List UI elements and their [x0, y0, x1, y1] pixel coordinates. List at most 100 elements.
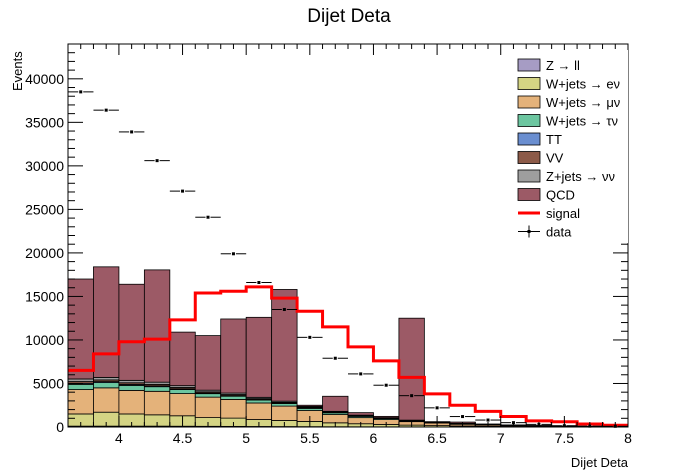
- legend-swatch: [517, 114, 541, 127]
- x-axis-label: Dijet Deta: [571, 455, 629, 470]
- data-point: [271, 307, 298, 311]
- y-tick-label: 0: [56, 419, 64, 435]
- data-point: [398, 394, 425, 398]
- stack-bar: [118, 390, 145, 415]
- stack-bar: [398, 317, 425, 421]
- legend-label: W+jets → μν: [546, 95, 620, 110]
- legend-swatch: [517, 58, 541, 72]
- legend-label: data: [546, 225, 572, 240]
- data-point: [348, 372, 374, 376]
- signal-line: [68, 285, 628, 427]
- x-tick-label: 7: [497, 430, 505, 446]
- stack-bar: [143, 269, 171, 383]
- y-tick-label: 40000: [25, 71, 64, 87]
- stack-bar: [220, 318, 247, 394]
- stack-bar: [143, 390, 171, 416]
- legend-entry: data: [518, 225, 572, 240]
- stack-bar: [169, 331, 196, 387]
- stack-bar: [347, 412, 374, 416]
- stack-bar: [67, 278, 94, 380]
- stack-bar: [93, 382, 120, 389]
- stack-bar: [220, 395, 247, 400]
- y-tick-label: 25000: [25, 201, 64, 217]
- data-points: [68, 90, 628, 428]
- y-axis-label: Events: [10, 51, 25, 91]
- legend-swatch: [517, 132, 541, 146]
- y-tick-label: 5000: [33, 375, 64, 391]
- x-tick-label: 4.5: [173, 430, 193, 446]
- stack-bar: [373, 415, 400, 419]
- legend-label: W+jets → τν: [546, 114, 618, 129]
- x-tick-label: 6.5: [427, 430, 447, 446]
- legend-label: VV: [546, 151, 564, 166]
- data-point: [424, 406, 450, 410]
- stack-bar: [93, 387, 120, 413]
- stack-bar: [67, 383, 94, 390]
- stack-bar: [118, 283, 145, 381]
- data-point: [297, 335, 323, 339]
- data-point: [195, 215, 221, 219]
- x-tick-label: 5.5: [300, 430, 320, 446]
- stacked-histogram: [67, 266, 629, 428]
- data-point: [322, 356, 348, 360]
- stack-bar: [93, 266, 120, 378]
- legend-label: QCD: [546, 188, 575, 203]
- legend-swatch: [517, 77, 541, 90]
- data-point: [373, 383, 399, 387]
- stack-bar: [194, 335, 222, 391]
- stack-bar: [245, 316, 273, 398]
- legend: Z → ll W+jets → eν W+jets → μν W+jets → τν T…: [512, 50, 628, 243]
- legend-entry: Z+jets → νν: [517, 169, 615, 184]
- data-point: [68, 90, 94, 94]
- legend-label: Z → ll: [546, 58, 580, 73]
- stack-bar: [169, 393, 196, 417]
- legend-label: W+jets → eν: [546, 77, 620, 92]
- stack-bar: [245, 402, 273, 420]
- data-point: [475, 418, 501, 422]
- legend-label: TT: [546, 132, 562, 147]
- y-tick-label: 10000: [25, 332, 64, 348]
- data-point: [220, 252, 247, 256]
- x-tick-label: 7.5: [555, 430, 575, 446]
- legend-entry: W+jets → eν: [517, 77, 620, 92]
- legend-swatch: [517, 151, 541, 164]
- y-tick-label: 35000: [25, 114, 64, 130]
- legend-entry: W+jets → τν: [517, 114, 618, 129]
- stack-bar: [194, 396, 222, 418]
- data-point: [144, 159, 170, 163]
- data-point: [169, 189, 196, 193]
- stack-bar: [118, 384, 145, 391]
- legend-entry: TT: [517, 132, 562, 147]
- stack-bar: [245, 399, 273, 404]
- legend-label: signal: [546, 206, 580, 221]
- x-tick-label: 6: [370, 430, 378, 446]
- data-point: [246, 281, 272, 285]
- stack-bar: [220, 399, 247, 419]
- stack-bar: [271, 289, 298, 402]
- stack-bar: [322, 395, 349, 412]
- legend-swatch: [517, 169, 541, 183]
- stack-bar: [194, 393, 222, 398]
- y-tick-label: 30000: [25, 158, 64, 174]
- data-point: [449, 415, 476, 419]
- legend-entry: W+jets → μν: [517, 95, 620, 110]
- legend-swatch-marker: [527, 230, 531, 233]
- x-tick-label: 4: [115, 430, 123, 446]
- data-point: [93, 108, 119, 112]
- chart-title: Dijet Deta: [307, 6, 391, 27]
- stack-bar: [67, 389, 94, 415]
- legend-swatch: [517, 95, 541, 109]
- stack-bar: [271, 405, 298, 421]
- legend-label: Z+jets → νν: [546, 169, 615, 184]
- legend-entry: VV: [517, 151, 564, 166]
- signal-step: [68, 285, 628, 427]
- y-tick-label: 15000: [25, 288, 64, 304]
- stack-bar: [143, 386, 171, 392]
- stack-bar: [296, 404, 323, 407]
- x-tick-label: 5: [242, 430, 250, 446]
- y-tick-label: 20000: [25, 245, 64, 261]
- legend-entry: Z → ll: [517, 58, 580, 73]
- x-tick-label: 8: [624, 430, 632, 446]
- legend-entry: signal: [518, 206, 580, 221]
- data-point: [118, 130, 145, 134]
